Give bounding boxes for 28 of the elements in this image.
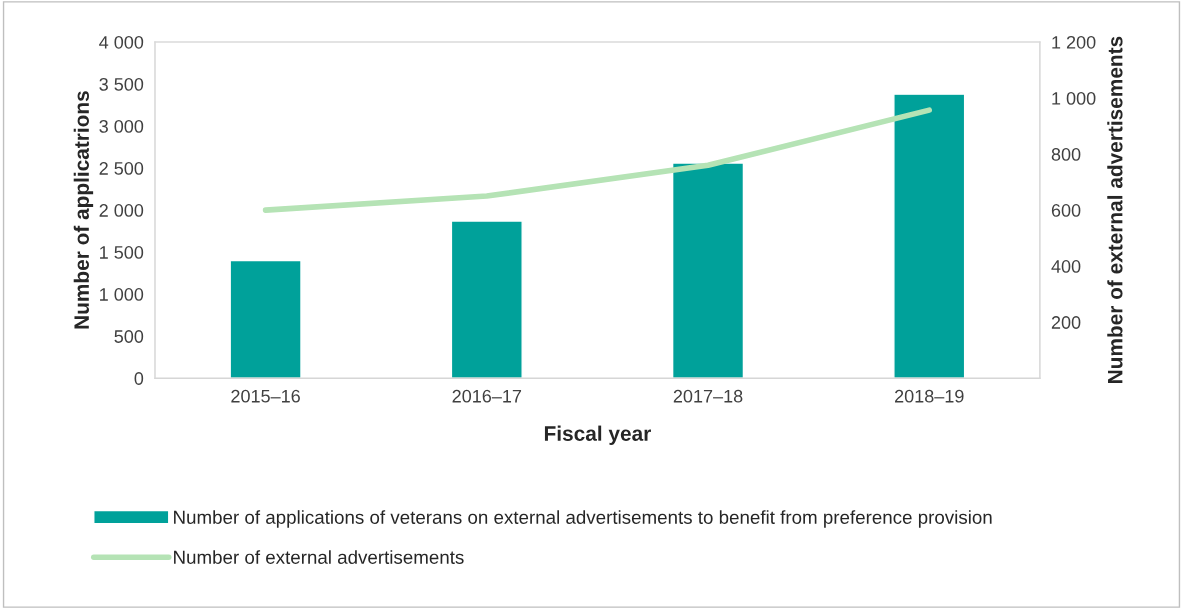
y-axis-title: Number of applicatrions xyxy=(73,91,94,329)
bar xyxy=(229,259,302,379)
legend-label: Number of applications of veterans on external advertisements to benefit from preference provision xyxy=(174,510,992,528)
y-tick-label: 2 000 xyxy=(99,204,144,217)
y-tick-label: 2 500 xyxy=(99,162,144,175)
bar xyxy=(671,162,745,379)
x-tick-label: 2017–18 xyxy=(673,389,743,403)
y-tick-label: 0 xyxy=(134,372,144,385)
y2-tick-label: 800 xyxy=(1051,148,1081,161)
y-tick-label: 1 500 xyxy=(100,246,144,259)
x-tick-label: 2018–19 xyxy=(895,389,964,403)
bar xyxy=(450,220,523,379)
bar xyxy=(893,93,966,379)
y-tick-label: 1 000 xyxy=(100,288,144,301)
y-tick-label: 4 000 xyxy=(99,35,144,49)
x-tick-label: 2015–16 xyxy=(231,389,300,403)
y2-tick-label: 400 xyxy=(1051,260,1081,273)
y2-tick-label: 1 200 xyxy=(1052,35,1096,49)
y2-axis-title: Number of external advertisements xyxy=(1107,36,1123,383)
x-axis-title: Fiscal year xyxy=(544,425,651,445)
y-tick-label: 500 xyxy=(114,330,144,343)
legend-label: Number of external advertisements xyxy=(174,550,464,564)
x-tick-label: 2016–17 xyxy=(452,389,522,403)
y-tick-label: 3 000 xyxy=(99,120,144,133)
y-tick-label: 3 500 xyxy=(99,77,144,91)
y2-tick-label: 200 xyxy=(1051,316,1081,329)
y2-tick-label: 600 xyxy=(1051,204,1081,217)
y2-tick-label: 1 000 xyxy=(1052,91,1096,105)
